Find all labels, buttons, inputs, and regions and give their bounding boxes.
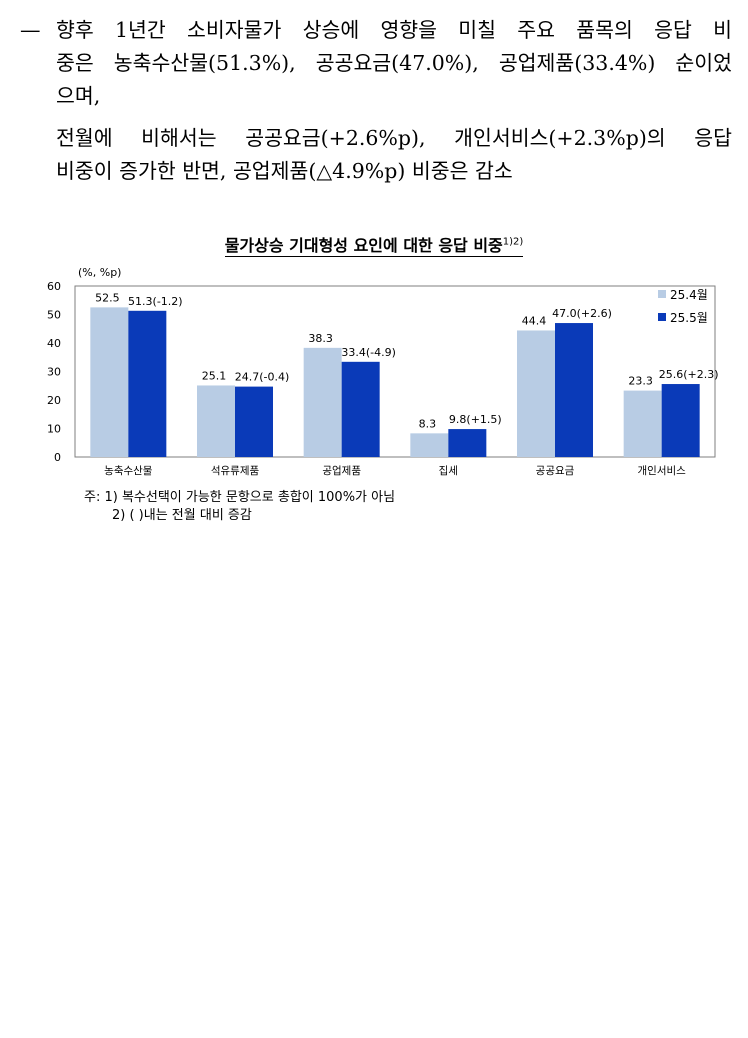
- bar-may: [235, 386, 273, 457]
- y-tick-label: 10: [47, 423, 61, 436]
- bar-may: [448, 429, 487, 457]
- data-label: 9.8(+1.5): [449, 413, 502, 426]
- legend-label: 25.4월: [670, 288, 708, 302]
- paragraph-1-line-1: 향후 1년간 소비자물가 상승에 영향을 미칠 주요 품목의 응답 비: [56, 18, 732, 42]
- chart-title: 물가상승 기대형성 요인에 대한 응답 비중1)2): [0, 232, 748, 257]
- data-label: 51.3(-1.2): [128, 295, 183, 308]
- y-tick-label: 30: [47, 366, 61, 379]
- paragraph-1: — 향후 1년간 소비자물가 상승에 영향을 미칠 주요 품목의 응답 비 중은…: [20, 14, 732, 113]
- bar-apr: [410, 433, 449, 457]
- y-tick-label: 0: [54, 451, 61, 464]
- x-tick-label: 농축수산물: [104, 465, 153, 477]
- data-label: 25.1: [202, 369, 227, 382]
- data-label: 8.3: [419, 417, 437, 430]
- y-unit-label: (%, %p): [78, 266, 121, 279]
- footnote-2: 2) ( )내는 전월 대비 증감: [112, 508, 252, 523]
- data-label: 33.4(-4.9): [341, 346, 396, 359]
- footnote-1: 주: 1) 복수선택이 가능한 문항으로 총합이 100%가 아님: [84, 490, 396, 505]
- y-tick-label: 60: [47, 280, 61, 293]
- chart-title-text: 물가상승 기대형성 요인에 대한 응답 비중1)2): [224, 236, 524, 257]
- data-label: 24.7(-0.4): [235, 371, 290, 384]
- bar-apr: [303, 347, 342, 457]
- data-label: 38.3: [308, 332, 333, 345]
- data-label: 25.6(+2.3): [659, 368, 719, 381]
- legend-swatch: [658, 313, 666, 321]
- plot-frame: [74, 285, 716, 458]
- data-label: 23.3: [628, 375, 653, 388]
- bar-may: [661, 384, 700, 457]
- bar-may: [341, 361, 380, 457]
- x-tick-label: 공업제품: [322, 464, 361, 477]
- chart-title-footnote-marks: 1)2): [502, 236, 524, 248]
- data-label: 47.0(+2.6): [552, 307, 612, 320]
- paragraph-2-line-2: 비중이 증가한 반면, 공업제품(△4.9%p) 비중은 감소: [56, 159, 513, 183]
- x-tick-label: 개인서비스: [638, 465, 687, 477]
- y-tick-label: 40: [47, 337, 61, 350]
- x-tick-label: 공공요금: [536, 465, 575, 477]
- bar-may: [128, 310, 167, 457]
- bar-apr: [623, 390, 662, 457]
- bullet-dash: —: [20, 18, 41, 42]
- legend-label: 25.5월: [670, 311, 708, 325]
- x-tick-label: 석유류제품: [211, 465, 260, 477]
- paragraph-1-line-2: 중은 농축수산물(51.3%), 공공요금(47.0%), 공업제품(33.4%…: [56, 51, 732, 75]
- bar-apr: [197, 385, 235, 457]
- x-tick-label: 집세: [439, 465, 458, 477]
- data-label: 52.5: [95, 291, 120, 304]
- legend-swatch: [658, 290, 666, 298]
- bar-apr: [90, 307, 129, 457]
- y-tick-label: 20: [47, 394, 61, 407]
- paragraph-2-line-1: 전월에 비해서는 공공요금(+2.6%p), 개인서비스(+2.3%p)의 응답: [56, 126, 732, 150]
- bar-may: [555, 323, 593, 457]
- data-label: 44.4: [522, 314, 547, 327]
- paragraph-2: 전월에 비해서는 공공요금(+2.6%p), 개인서비스(+2.3%p)의 응답…: [20, 122, 732, 188]
- y-tick-label: 50: [47, 309, 61, 322]
- paragraph-1-line-3: 으며,: [56, 84, 101, 108]
- bar-chart: (%, %p) 0 10 20 30 40 50 60 52.5 51.3(-1.2) 농축수산물 2…: [47, 266, 719, 477]
- bar-apr: [517, 330, 555, 457]
